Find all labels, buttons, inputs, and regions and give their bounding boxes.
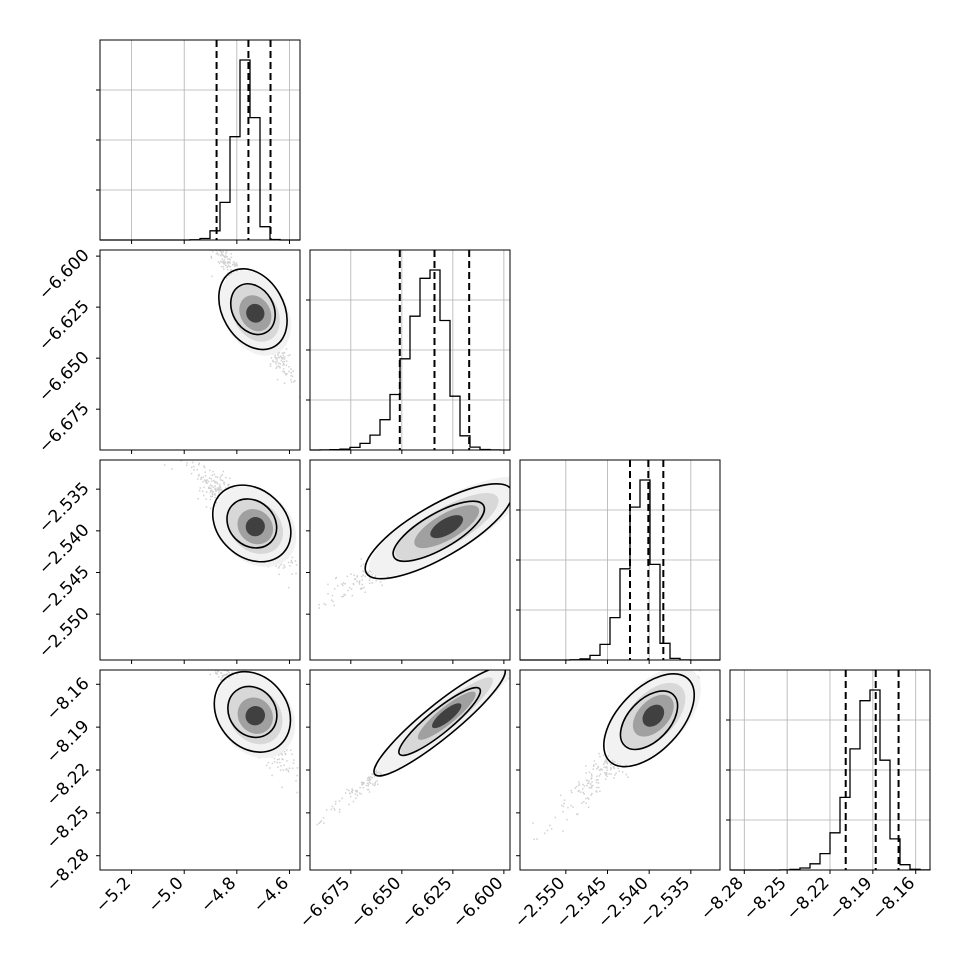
scatter-panel-1-0 bbox=[99, 249, 301, 451]
scatter-panel-2-0 bbox=[99, 459, 301, 661]
x-tick-label: −8.19 bbox=[825, 873, 876, 924]
hist-panel-2 bbox=[519, 459, 721, 661]
sample-points bbox=[209, 250, 300, 403]
contour-line bbox=[603, 672, 696, 768]
contour-line bbox=[392, 500, 486, 563]
y-tick-label: −8.25 bbox=[43, 802, 94, 853]
density-shade bbox=[432, 703, 462, 729]
density-shade bbox=[245, 517, 265, 537]
contour-line bbox=[227, 685, 278, 739]
hist-panel-3 bbox=[729, 669, 931, 871]
scatter-panel-2-1 bbox=[309, 459, 511, 661]
panel-frame bbox=[99, 459, 301, 661]
x-tick-label: −8.28 bbox=[697, 873, 748, 924]
hist-panel-1 bbox=[309, 249, 511, 451]
y-tick-label: −6.600 bbox=[35, 246, 94, 305]
x-tick-label: −4.8 bbox=[197, 873, 240, 916]
density-shade bbox=[246, 303, 265, 323]
density-shade bbox=[642, 704, 665, 727]
contour-line bbox=[364, 483, 510, 580]
density-shade bbox=[430, 515, 464, 539]
scatter-panel-3-2 bbox=[519, 669, 721, 871]
contour-line bbox=[398, 686, 482, 757]
x-tick-label: −8.25 bbox=[740, 873, 791, 924]
histogram-2 bbox=[520, 479, 720, 661]
y-tick-label: −8.19 bbox=[43, 717, 94, 768]
contour-line bbox=[218, 267, 288, 351]
x-tick-label: −5.0 bbox=[144, 873, 187, 916]
y-tick-label: −8.16 bbox=[43, 674, 94, 725]
x-tick-label: −6.650 bbox=[347, 873, 406, 932]
y-tick-label: −8.22 bbox=[43, 759, 94, 810]
scatter-panel-3-0 bbox=[99, 669, 301, 871]
contour-line bbox=[213, 670, 292, 753]
histogram-1 bbox=[310, 269, 510, 451]
contour-line bbox=[226, 498, 278, 549]
scatter-panel-3-1 bbox=[309, 669, 511, 871]
x-tick-label: −8.16 bbox=[868, 873, 919, 924]
density-shade bbox=[245, 706, 266, 726]
contour-line bbox=[229, 283, 276, 336]
contour-line bbox=[619, 690, 679, 751]
panel-frame bbox=[309, 459, 511, 661]
x-tick-label: −5.2 bbox=[92, 873, 135, 916]
x-tick-label: −4.6 bbox=[250, 873, 293, 916]
y-tick-label: −8.28 bbox=[43, 845, 94, 896]
y-tick-label: −6.650 bbox=[35, 348, 94, 407]
x-tick-label: −6.600 bbox=[449, 873, 508, 932]
y-tick-label: −6.625 bbox=[35, 297, 94, 356]
y-tick-label: −6.675 bbox=[35, 399, 94, 458]
panel-frame bbox=[99, 249, 301, 451]
x-tick-label: −6.675 bbox=[296, 873, 355, 932]
hist-panel-0 bbox=[99, 39, 301, 241]
contour-line bbox=[373, 670, 507, 777]
contour-line bbox=[211, 484, 292, 563]
x-tick-label: −6.625 bbox=[398, 873, 457, 932]
x-tick-label: −8.22 bbox=[783, 873, 834, 924]
